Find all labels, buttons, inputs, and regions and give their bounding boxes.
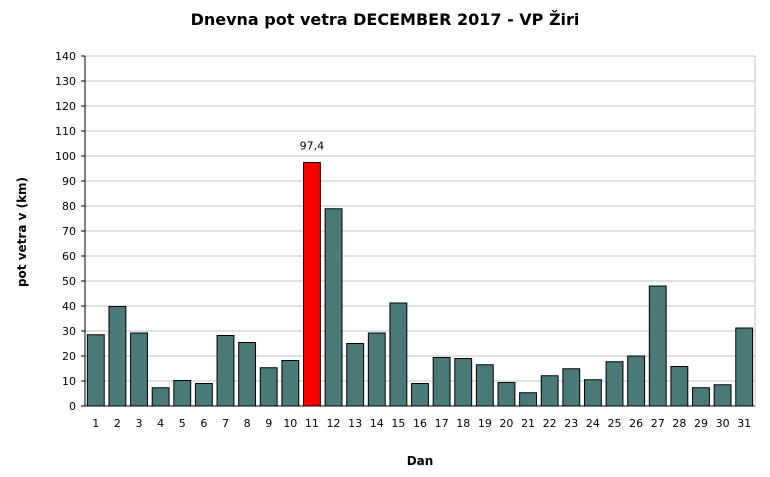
y-tick-label: 20: [62, 350, 76, 363]
x-tick-label: 28: [672, 417, 686, 430]
x-tick-label: 15: [391, 417, 405, 430]
y-tick-label: 10: [62, 375, 76, 388]
bar-day-10: [281, 360, 300, 407]
bar-day-2: [108, 306, 127, 407]
y-tick-label: 50: [62, 275, 76, 288]
x-tick-label: 25: [608, 417, 622, 430]
bar-day-9: [259, 367, 278, 407]
y-tick-label: 120: [55, 100, 76, 113]
x-tick-label: 9: [265, 417, 272, 430]
x-tick-label: 14: [370, 417, 384, 430]
bar-day-13: [346, 343, 365, 407]
x-tick-label: 21: [521, 417, 535, 430]
x-tick-label: 8: [244, 417, 251, 430]
bar-day-18: [454, 358, 473, 407]
y-tick-label: 0: [69, 400, 76, 413]
bar-day-7: [216, 335, 235, 407]
y-tick-label: 130: [55, 75, 76, 88]
y-tick-label: 110: [55, 125, 76, 138]
y-tick-label: 30: [62, 325, 76, 338]
y-tick-label: 40: [62, 300, 76, 313]
x-tick-label: 24: [586, 417, 600, 430]
bar-day-29: [692, 387, 710, 407]
y-tick-labels: 0 10 20 30 40 50 60 70 80 90 100 110 120 130 140: [55, 50, 76, 413]
bar-day-17: [432, 357, 451, 407]
x-tick-label: 11: [305, 417, 319, 430]
x-tick-label: 12: [327, 417, 341, 430]
bars: [86, 162, 754, 407]
bar-day-24: [583, 379, 602, 407]
x-tick-label: 29: [694, 417, 708, 430]
bar-day-15: [389, 302, 408, 407]
x-tick-label: 16: [413, 417, 427, 430]
bar-day-27: [648, 285, 667, 407]
x-tick-label: 20: [499, 417, 513, 430]
x-tick-labels: 1 2 3 4 5 6 7 8 9 10 11 12 13 14 15 16 17 18 19 20 21 22 23 24 2…: [92, 417, 751, 430]
bar-day-8: [238, 342, 257, 407]
bar-day-30: [713, 384, 732, 407]
x-tick-label: 13: [348, 417, 362, 430]
bar-day-1: [86, 334, 105, 407]
bar-day-3: [130, 332, 148, 407]
x-tick-label: 1: [92, 417, 99, 430]
data-labels: 97,4: [300, 140, 325, 153]
data-label-max: 97,4: [300, 140, 325, 153]
bar-day-22: [540, 375, 559, 407]
y-tick-label: 70: [62, 225, 76, 238]
x-tick-label: 22: [543, 417, 557, 430]
x-tick-label: 23: [564, 417, 578, 430]
x-tick-label: 31: [737, 417, 751, 430]
bar-day-14: [367, 332, 386, 407]
bar-day-4: [151, 387, 170, 407]
x-tick-label: 7: [222, 417, 229, 430]
bar-day-31: [735, 327, 754, 407]
chart-title: Dnevna pot vetra DECEMBER 2017 - VP Žiri: [190, 10, 580, 29]
x-tick-label: 3: [136, 417, 143, 430]
x-axis-label: Dan: [406, 454, 434, 468]
axes: [84, 56, 756, 407]
bar-day-16: [411, 383, 429, 407]
bar-day-11: [303, 162, 321, 407]
bar-day-5: [173, 380, 192, 407]
x-tick-label: 4: [157, 417, 164, 430]
y-tick-label: 80: [62, 200, 76, 213]
bar-day-28: [670, 366, 689, 407]
x-tick-label: 10: [283, 417, 297, 430]
bar-day-12: [324, 208, 343, 407]
bar-day-19: [475, 364, 494, 407]
y-tick-label: 60: [62, 250, 76, 263]
x-tick-label: 17: [435, 417, 449, 430]
bar-day-20: [497, 382, 516, 407]
y-tick-label: 90: [62, 175, 76, 188]
x-tick-label: 5: [179, 417, 186, 430]
bar-day-23: [562, 368, 581, 407]
bar-day-6: [194, 383, 213, 407]
x-tick-label: 19: [478, 417, 492, 430]
bar-day-21: [519, 392, 537, 407]
bar-day-26: [627, 355, 646, 407]
x-tick-label: 27: [651, 417, 665, 430]
bar-day-25: [605, 361, 624, 407]
x-tick-label: 6: [200, 417, 207, 430]
x-tick-label: 26: [629, 417, 643, 430]
x-tick-label: 18: [456, 417, 470, 430]
y-tick-label: 100: [55, 150, 76, 163]
x-tick-label: 30: [716, 417, 730, 430]
x-tick-label: 2: [114, 417, 121, 430]
y-tick-label: 140: [55, 50, 76, 63]
